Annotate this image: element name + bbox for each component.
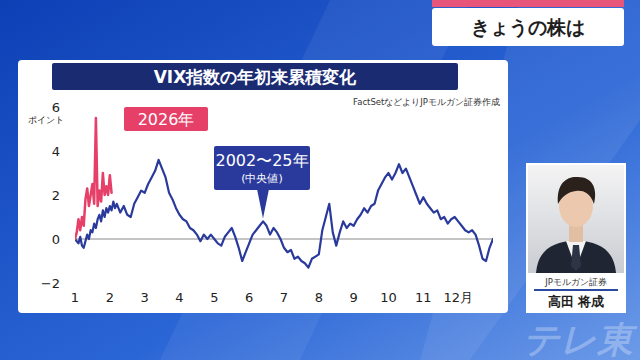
y-tick-label: −2 xyxy=(41,276,60,291)
guest-photo xyxy=(528,165,624,273)
series-line xyxy=(75,118,112,239)
series-label: 2026年 xyxy=(124,107,208,131)
guest-card xyxy=(526,163,626,313)
segment-box xyxy=(432,8,624,46)
stage: テレ東 きょうの株は VIX指数の年初来累積変化 FactSetなどよりJPモルガン証… xyxy=(0,0,640,360)
segment-title: きょうの株は xyxy=(471,16,585,39)
guest-company: JPモルガン証券 xyxy=(544,277,607,287)
source: FactSetなどよりJPモルガン証券作成 xyxy=(353,97,500,107)
series-name-line: 2002〜25年 xyxy=(215,151,308,170)
y-tick-label: 6 xyxy=(52,100,60,115)
label-pointer xyxy=(257,189,269,218)
x-tick-label: 3 xyxy=(141,290,149,305)
y-axis-label: ポイント xyxy=(28,115,64,125)
label-box xyxy=(124,107,208,131)
series-name-line: (中央値) xyxy=(241,172,283,185)
chart-title: VIX指数の年初来累積変化 xyxy=(154,67,358,87)
x-tick-label: 6 xyxy=(245,290,253,305)
chart-panel xyxy=(18,60,508,313)
x-tick-label: 8 xyxy=(315,290,323,305)
background xyxy=(0,0,640,360)
x-tick-label: 4 xyxy=(175,290,183,305)
x-tick-label: 10 xyxy=(380,290,397,305)
y-tick-label: 0 xyxy=(52,232,60,247)
x-tick-label: 9 xyxy=(350,290,358,305)
segment-accent xyxy=(432,0,624,7)
series-name: 2002〜25年 (中央値) xyxy=(215,151,308,185)
guest-suit xyxy=(536,240,616,273)
x-tick-label: 7 xyxy=(280,290,288,305)
label-box xyxy=(214,146,310,190)
y-tick-label: 4 xyxy=(52,144,60,159)
x-tick-label: 2 xyxy=(106,290,114,305)
y-tick-label: 2 xyxy=(52,188,60,203)
x-tick-label: 5 xyxy=(210,290,218,305)
x-tick-label: 12月 xyxy=(443,290,473,305)
x-tick-label: 1 xyxy=(71,290,79,305)
series-label: 2002〜25年 (中央値) xyxy=(214,146,310,218)
guest-name: 高田 将成 xyxy=(548,294,605,309)
plot-area xyxy=(75,118,493,268)
watermark: テレ東 xyxy=(523,319,638,360)
guest-tie xyxy=(571,245,581,271)
guest-hair xyxy=(558,177,595,204)
x-tick-label: 11 xyxy=(415,290,432,305)
x-axis-line xyxy=(75,238,493,239)
title-bar xyxy=(52,63,458,90)
series-name: 2026年 xyxy=(138,110,195,129)
guest-divider xyxy=(534,289,618,291)
